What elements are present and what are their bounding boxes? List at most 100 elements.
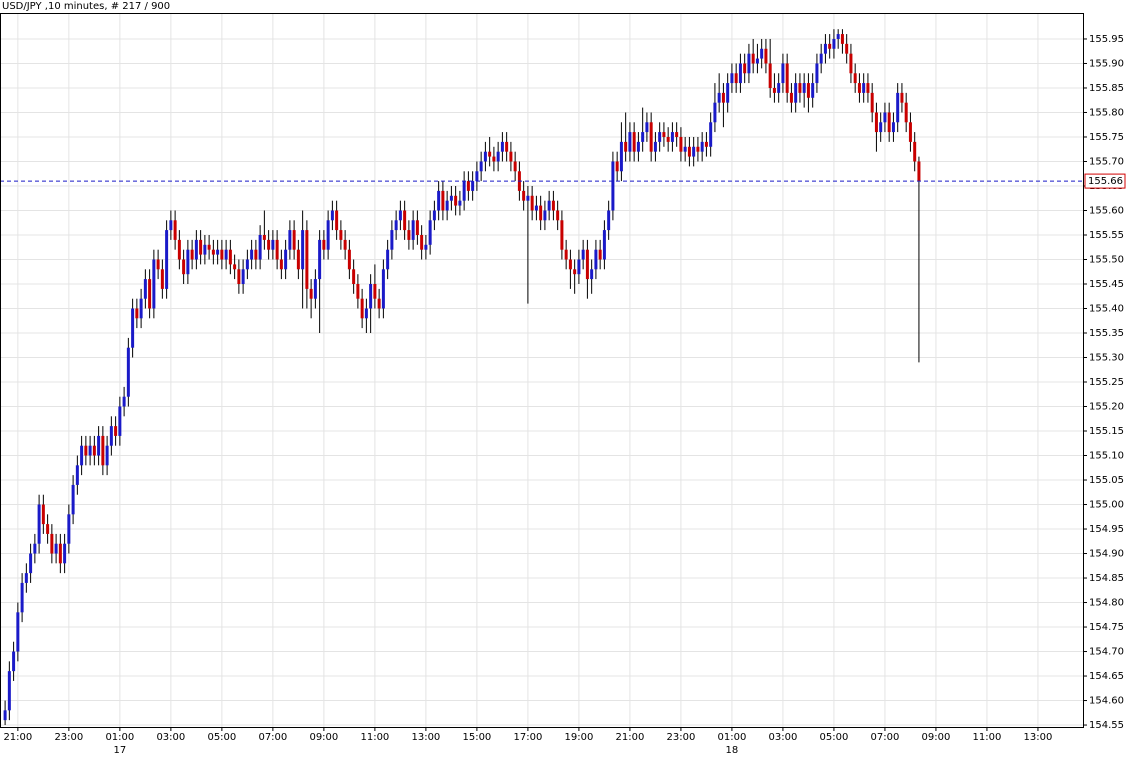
candle-body (7, 671, 11, 711)
candle-body (105, 445, 109, 466)
candle-body (666, 136, 670, 142)
candle-body (241, 269, 245, 284)
candle-body (441, 190, 445, 211)
candle-body (407, 230, 411, 240)
candle-body (37, 504, 41, 544)
x-tick-label: 21:00 (615, 732, 644, 743)
candle-body (670, 132, 674, 142)
x-tick-label: 05:00 (207, 732, 236, 743)
candle-body (755, 58, 759, 64)
candle-body (870, 92, 874, 113)
candle-body (398, 210, 402, 221)
y-tick-label: 155.50 (1089, 254, 1124, 265)
x-tick-label: 11:00 (973, 732, 1002, 743)
candle-body (696, 146, 700, 152)
y-tick-label: 155.95 (1089, 34, 1124, 45)
y-tick-label: 155.45 (1089, 279, 1124, 290)
candle-body (590, 269, 594, 280)
candle-body (772, 87, 776, 93)
candle-body (896, 92, 900, 123)
candle-body (709, 122, 713, 147)
candle-body (152, 259, 156, 309)
candle-body (628, 132, 632, 152)
candle-body (636, 141, 640, 152)
y-tick-label: 155.20 (1089, 402, 1124, 413)
candle-body (148, 279, 152, 309)
chart-title: USD/JPY ,10 minutes, # 217 / 900 (2, 1, 170, 12)
candle-body (80, 445, 84, 466)
candle-body (160, 269, 164, 289)
candle-body (122, 396, 126, 407)
candle-body (615, 161, 619, 172)
candle-body (275, 239, 279, 260)
candle-body (802, 83, 806, 93)
candle-body (700, 141, 704, 152)
candle-body (390, 230, 394, 250)
candle-body (16, 612, 20, 652)
candle-body (279, 259, 283, 270)
candle-body (424, 244, 428, 250)
last-price-label: 155.66 (1088, 176, 1123, 187)
y-tick-label: 154.95 (1089, 524, 1124, 535)
candle-body (619, 141, 623, 172)
candle-body (101, 435, 105, 466)
candle-body (46, 524, 50, 534)
candle-body (611, 161, 615, 211)
candle-body (874, 112, 878, 133)
candle-body (721, 92, 725, 103)
candle-body (343, 239, 347, 250)
candle-body (522, 190, 526, 201)
candle-body (551, 200, 555, 211)
candle-body (908, 122, 912, 142)
candle-body (20, 582, 24, 613)
candle-body (534, 205, 538, 211)
candle-body (828, 43, 832, 49)
candle-body (624, 141, 628, 152)
candle-body (917, 161, 921, 182)
candle-body (879, 122, 883, 133)
candle-body (840, 34, 844, 44)
x-tick-label: 03:00 (769, 732, 798, 743)
candle-body (156, 259, 160, 270)
candle-body (305, 230, 309, 289)
candle-body (454, 195, 458, 206)
candle-body (335, 210, 339, 231)
candle-body (768, 63, 772, 88)
candle-body (258, 234, 262, 260)
candle-body (135, 308, 139, 319)
candle-body (318, 239, 322, 280)
x-tick-label: 13:00 (1024, 732, 1053, 743)
candle-body (883, 112, 887, 123)
candle-body (364, 308, 368, 319)
candle-body (301, 230, 305, 270)
y-tick-label: 155.15 (1089, 426, 1124, 437)
candle-body (819, 53, 823, 64)
candle-body (131, 308, 135, 348)
y-tick-label: 155.35 (1089, 328, 1124, 339)
candle-body (432, 210, 436, 221)
candle-body (832, 38, 836, 49)
candle-body (479, 161, 483, 172)
y-tick-label: 155.30 (1089, 353, 1124, 364)
candle-body (475, 171, 479, 182)
candle-body (564, 249, 568, 260)
candle-body (845, 43, 849, 54)
candle-body (862, 83, 866, 93)
y-tick-label: 155.25 (1089, 377, 1124, 388)
y-tick-label: 155.05 (1089, 475, 1124, 486)
candle-body (857, 83, 861, 93)
candle-body (645, 122, 649, 133)
candle-body (296, 249, 300, 270)
candle-body (12, 651, 16, 672)
candle-body (887, 112, 891, 133)
candle-body (437, 190, 441, 211)
candle-body (683, 146, 687, 152)
candle-body (743, 63, 747, 74)
candle-body (186, 249, 190, 275)
candle-body (662, 132, 666, 137)
y-tick-label: 155.85 (1089, 83, 1124, 94)
candle-body (747, 53, 751, 74)
candle-body (24, 573, 28, 583)
candle-body (849, 53, 853, 74)
